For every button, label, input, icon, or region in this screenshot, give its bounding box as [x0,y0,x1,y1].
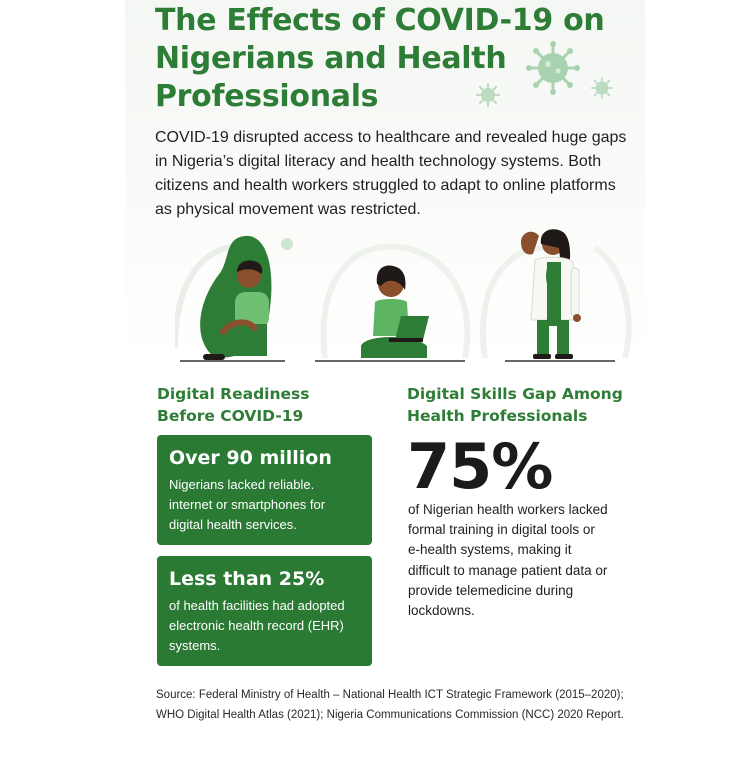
stat-card-headline: Less than 25% [169,568,325,590]
person-with-laptop-illustration [315,265,465,362]
big-stat-text: of Nigerian health workers lacked formal… [408,502,608,619]
virus-icon [590,76,614,100]
stat-card-text: of health facilities had adopted electro… [169,598,345,653]
page-title: The Effects of COVID-19 on Nigerians and… [155,3,605,114]
stat-card-ehr: Less than 25% of health facilities had a… [157,556,372,666]
illustration-row [175,229,632,362]
stat-card-internet: Over 90 million Nigerians lacked reliabl… [157,435,372,545]
sad-person-illustration [180,235,293,362]
stat-card-headline: Over 90 million [169,447,332,469]
stat-card-text: Nigerians lacked reliable. internet or s… [169,477,326,532]
doctor-illustration [505,229,615,362]
intro-paragraph: COVID-19 disrupted access to healthcare … [155,129,627,218]
big-stat-number: 75% [407,430,553,503]
infographic: The Effects of COVID-19 on Nigerians and… [125,0,645,759]
virus-icon [526,41,580,95]
source-citation: Source: Federal Ministry of Health – Nat… [156,689,624,721]
right-section-heading: Digital Skills Gap Among Health Professi… [407,385,623,425]
left-section-heading: Digital Readiness Before COVID-19 [157,385,310,425]
virus-icon [476,83,500,107]
